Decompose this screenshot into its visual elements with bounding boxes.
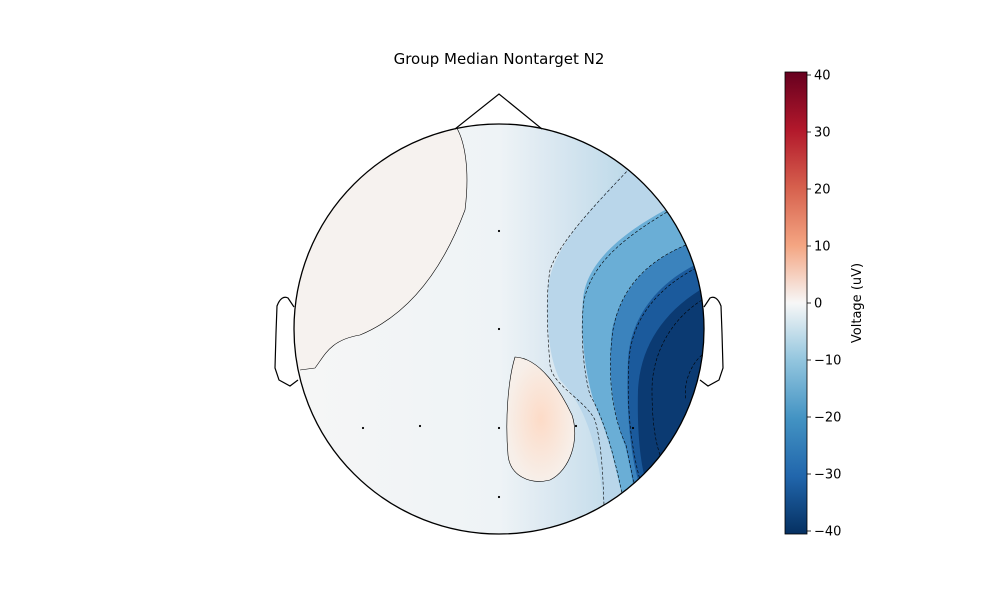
colorbar-gradient — [784, 71, 808, 535]
head-outline — [293, 123, 705, 535]
sensor-marker — [418, 424, 422, 428]
contour-neg-3 — [610, 244, 687, 488]
nose-outline — [454, 93, 543, 130]
colorbar: 40 30 20 10 0 −10 −20 −30 −40 Voltage (uV) — [784, 69, 865, 540]
sensor-marker — [497, 495, 501, 499]
sensor-marker — [497, 327, 501, 331]
colorbar-tick-label: −30 — [814, 468, 841, 483]
right-ear-outline — [699, 296, 724, 387]
sensor-marker — [574, 424, 578, 428]
colorbar-label: Voltage (uV) — [850, 263, 865, 343]
sensor-marker — [631, 426, 635, 430]
sensor-markers — [361, 229, 635, 499]
colorbar-tick-label: −20 — [814, 411, 841, 426]
colorbar-ticks: 40 30 20 10 0 −10 −20 −30 −40 — [807, 69, 841, 540]
sensor-marker — [497, 426, 501, 430]
colorbar-tick-label: 0 — [814, 297, 822, 312]
colorbar-tick-label: 30 — [814, 126, 831, 141]
sensor-marker — [497, 229, 501, 233]
contour-neg-1 — [546, 167, 631, 506]
colorbar-tick-label: 40 — [814, 69, 831, 84]
sensor-marker — [361, 426, 365, 430]
positive-region-posterior — [506, 356, 576, 482]
contour-neg-6 — [685, 354, 703, 401]
topomap — [274, 93, 724, 535]
colorbar-tick-label: 10 — [814, 240, 831, 255]
colorbar-tick-label: −10 — [814, 354, 841, 369]
contour-neg-5 — [651, 299, 703, 456]
left-ear-outline — [274, 296, 299, 387]
colorbar-tick-label: 20 — [814, 183, 831, 198]
colorbar-tick-label: −40 — [814, 525, 841, 540]
chart-title: Group Median Nontarget N2 — [394, 50, 605, 68]
contour-zero-left — [299, 124, 468, 371]
